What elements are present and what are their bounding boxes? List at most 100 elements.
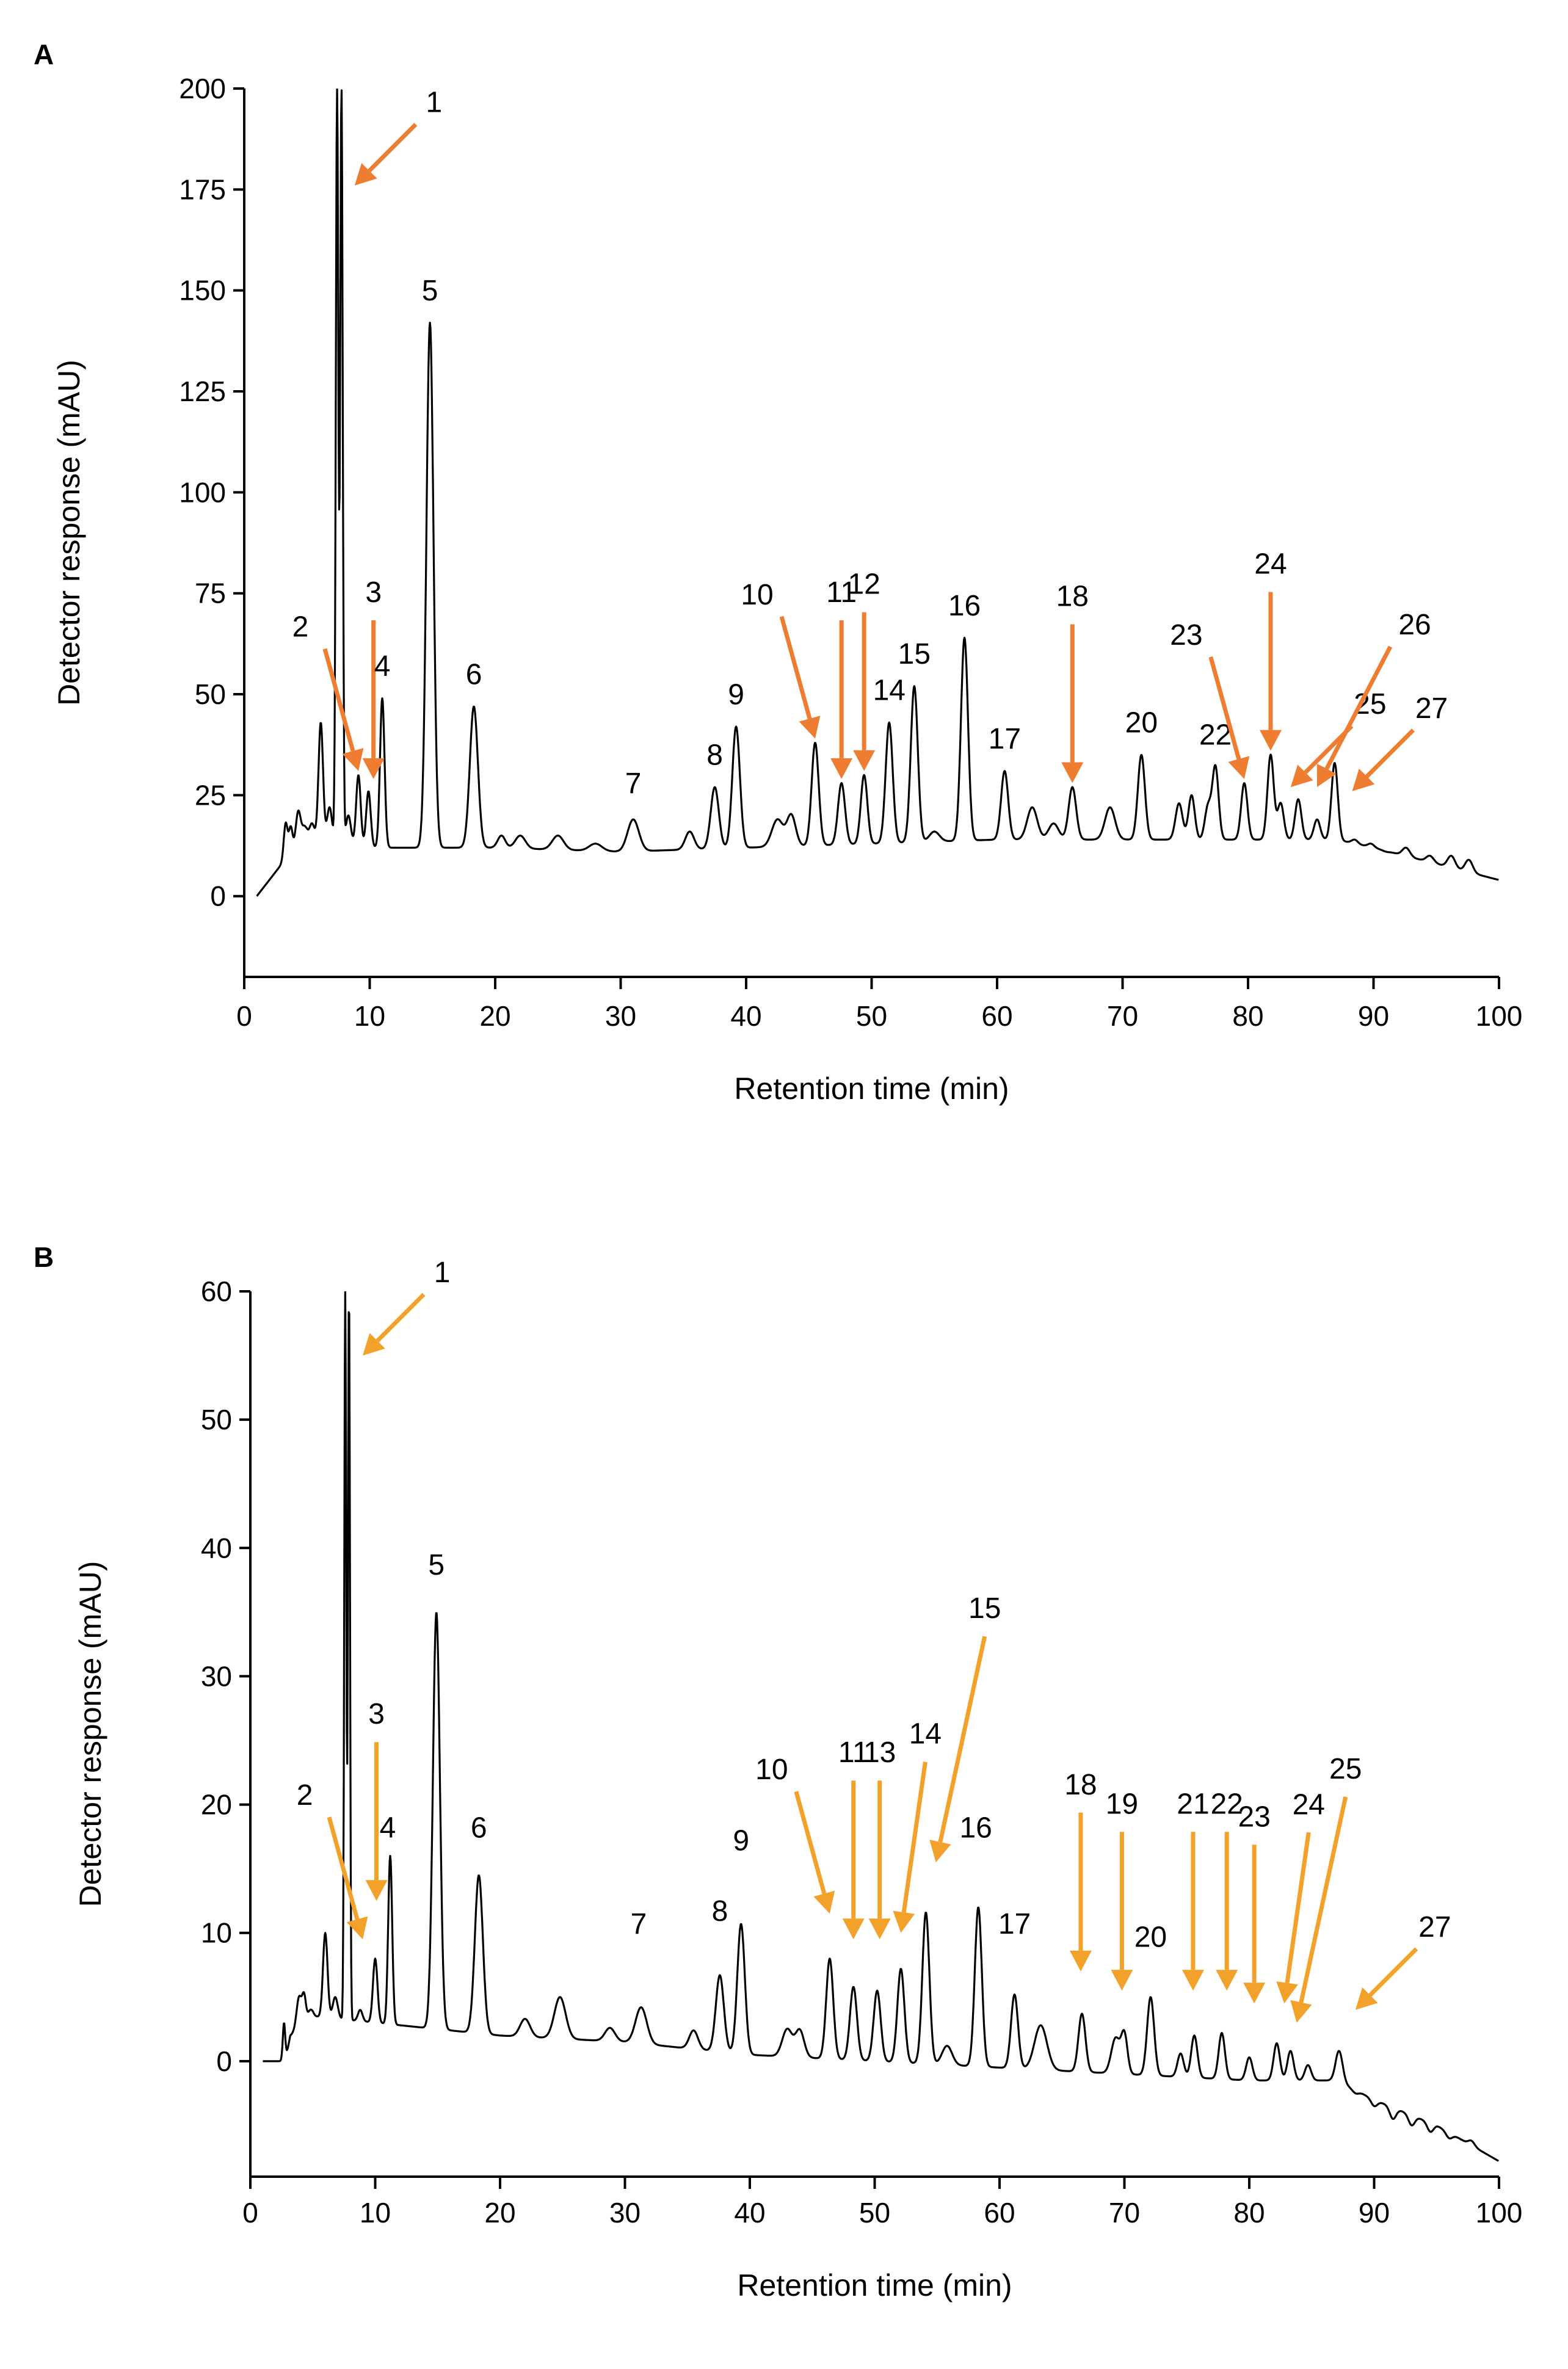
y-axis-title: Detector response (mAU) [52, 360, 86, 706]
panel-b: B 0 10 20 30 40 50 60 0 10 20 30 40 50 60 70 80 90 100 Rete… [34, 1241, 1522, 2302]
peak-label-20: 20 [1134, 1921, 1167, 1953]
x-tick-label: 60 [984, 2197, 1015, 2229]
y-tick-label: 150 [179, 275, 226, 307]
peak-label-21: 21 [1177, 1788, 1209, 1820]
peak-arrow-head [1228, 756, 1250, 779]
peak-label-17: 17 [989, 723, 1021, 755]
peak-label-18: 18 [1064, 1769, 1097, 1801]
peak-label-27: 27 [1418, 1911, 1451, 1943]
peak-arrow-shaft [901, 1761, 927, 1913]
peak-label-23: 23 [1238, 1801, 1270, 1833]
peak-arrow-head [830, 758, 853, 779]
peak-arrow-head [354, 162, 377, 186]
x-tick-label: 80 [1233, 2197, 1265, 2229]
peak-label-6: 6 [471, 1812, 487, 1845]
x-tick-label: 70 [1107, 1000, 1138, 1032]
peak-label-24: 24 [1293, 1788, 1325, 1821]
x-tick-label: 20 [484, 2197, 515, 2229]
peak-arrow-head [1243, 1983, 1266, 2004]
y-tick-label: 20 [201, 1789, 232, 1821]
peak-label-14: 14 [873, 675, 906, 707]
peak-label-22: 22 [1199, 719, 1232, 751]
peak-label-16: 16 [959, 1812, 992, 1845]
peak-arrow-head [1069, 1950, 1092, 1972]
x-tick-label: 60 [981, 1000, 1012, 1032]
peak-label-10: 10 [741, 579, 773, 611]
peak-arrow-shaft [1285, 1832, 1311, 1984]
peak-label-17: 17 [998, 1908, 1031, 1940]
x-tick-label: 0 [242, 2197, 258, 2229]
y-tick-label: 125 [179, 375, 226, 407]
peak-label-8: 8 [712, 1895, 728, 1928]
peak-arrow-shaft [1324, 645, 1393, 770]
x-tick-label: 90 [1359, 2197, 1390, 2229]
y-tick-label: 75 [195, 578, 226, 609]
panel-letter-b: B [34, 1241, 54, 1273]
peak-arrow-shaft [1368, 1947, 1418, 1997]
peak-label-3: 3 [368, 1698, 385, 1730]
y-tick-label: 0 [210, 880, 226, 912]
x-axis-title: Retention time (min) [734, 1072, 1009, 1106]
peak-arrow-head [799, 716, 821, 739]
x-tick-label: 80 [1232, 1000, 1263, 1032]
x-tick-label: 40 [734, 2197, 765, 2229]
y-tick-label: 25 [195, 779, 226, 811]
y-tick-label: 200 [179, 73, 226, 104]
peak-label-5: 5 [428, 1549, 445, 1581]
peak-label-9: 9 [733, 1825, 749, 1857]
peak-label-18: 18 [1056, 581, 1089, 613]
peak-arrow-shaft [1208, 656, 1241, 760]
x-tick-label: 10 [360, 2197, 391, 2229]
peak-arrow-head [363, 1333, 385, 1356]
x-tick-label: 30 [605, 1000, 636, 1032]
x-tick-label: 50 [859, 2197, 890, 2229]
x-tick-label: 40 [730, 1000, 761, 1032]
peak-label-23: 23 [1170, 619, 1202, 651]
y-tick-label: 50 [201, 1404, 232, 1435]
peak-arrow-head [853, 750, 876, 771]
peak-label-14: 14 [909, 1718, 942, 1750]
peak-arrow-shaft [368, 123, 418, 173]
peak-arrow-head [868, 1918, 891, 1940]
x-tick-label: 0 [236, 1000, 252, 1032]
peak-label-25: 25 [1329, 1753, 1362, 1785]
y-tick-label: 40 [201, 1532, 232, 1564]
y-tick-label: 10 [201, 1917, 232, 1949]
peak-arrow-head [1061, 762, 1084, 783]
peak-label-1: 1 [434, 1257, 451, 1289]
peak-label-22: 22 [1210, 1788, 1243, 1820]
peak-arrow-head [342, 748, 364, 771]
peak-label-4: 4 [380, 1812, 396, 1845]
peak-arrow-head [1216, 1970, 1238, 1991]
peak-label-26: 26 [1398, 609, 1431, 641]
peak-label-6: 6 [466, 658, 482, 691]
x-tick-label: 30 [609, 2197, 641, 2229]
peak-label-16: 16 [948, 590, 981, 622]
peak-arrow-head [1181, 1970, 1204, 1991]
x-tick-label: 20 [479, 1000, 510, 1032]
peak-arrow-head [1276, 1981, 1298, 2004]
peak-arrow-head [1259, 730, 1282, 751]
peak-arrow-shaft [794, 1791, 827, 1895]
x-tick-label: 100 [1476, 1000, 1523, 1032]
x-tick-label: 90 [1358, 1000, 1389, 1032]
peak-arrow-head [929, 1840, 951, 1863]
peak-label-4: 4 [374, 650, 391, 683]
x-tick-label: 50 [856, 1000, 887, 1032]
y-tick-label: 60 [201, 1275, 232, 1307]
peak-label-5: 5 [422, 275, 438, 307]
y-tick-label: 175 [179, 173, 226, 205]
peak-label-11: 11 [838, 1736, 869, 1769]
peak-label-15: 15 [898, 638, 931, 670]
peak-label-15: 15 [968, 1592, 1001, 1625]
peak-label-1: 1 [426, 87, 442, 119]
y-tick-label: 50 [195, 678, 226, 710]
x-tick-label: 70 [1109, 2197, 1140, 2229]
y-tick-label: 0 [216, 2045, 232, 2077]
peak-label-12: 12 [848, 568, 880, 601]
peak-arrow-head [1290, 764, 1313, 788]
peak-label-27: 27 [1415, 692, 1448, 725]
x-axis-title: Retention time (min) [737, 2268, 1012, 2302]
